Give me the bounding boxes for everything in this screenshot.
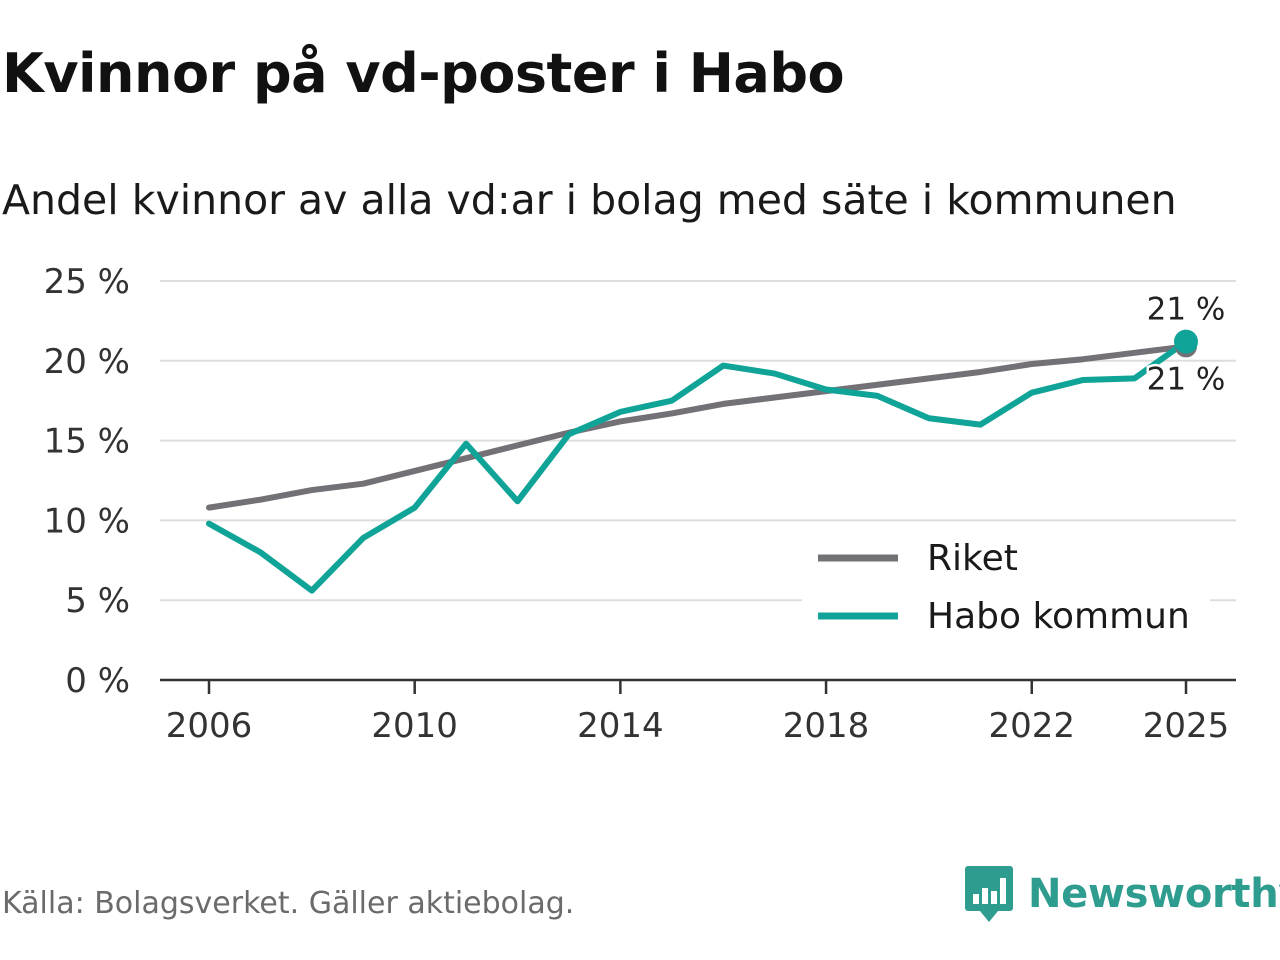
brand-logo: Newsworthy xyxy=(964,864,1280,924)
series-line-habo-kommun xyxy=(206,338,1189,594)
y-tick-label-10: 10 % xyxy=(44,501,130,541)
data-point-riket-2008 xyxy=(309,487,315,493)
data-point-riket-2014 xyxy=(617,418,623,424)
x-tick-label-2014: 2014 xyxy=(577,706,664,746)
newsworthy-logo-icon xyxy=(965,866,1013,922)
x-tick-label-2022: 2022 xyxy=(988,706,1075,746)
x-tick-label-2006: 2006 xyxy=(166,706,253,746)
data-point-habo-kommun-2015 xyxy=(669,398,675,404)
page-title: Kvinnor på vd-poster i Habo xyxy=(2,42,845,105)
x-tick-label-2018: 2018 xyxy=(783,706,870,746)
data-point-riket-2023 xyxy=(1080,356,1086,362)
end-marker-habo-kommun xyxy=(1174,329,1198,354)
source-note: Källa: Bolagsverket. Gäller aktiebolag. xyxy=(2,886,575,921)
data-point-habo-kommun-2006 xyxy=(206,521,212,527)
page-subtitle: Andel kvinnor av alla vd:ar i bolag med … xyxy=(2,176,1177,224)
series-line-riket xyxy=(206,343,1189,511)
end-label-habo-kommun: 21 % xyxy=(1147,292,1226,328)
data-point-habo-kommun-2011 xyxy=(463,441,469,447)
series-habo-kommun xyxy=(206,338,1189,594)
y-tick-label-25: 25 % xyxy=(44,262,130,302)
y-axis-tick-labels: 0 % 5 % 10 % 15 % 20 % 25 % xyxy=(44,262,130,701)
end-markers: 21 % 21 % xyxy=(1144,292,1228,400)
data-point-riket-2024 xyxy=(1132,350,1138,356)
data-point-habo-kommun-2013 xyxy=(566,431,572,437)
data-point-riket-2016 xyxy=(720,401,726,407)
data-point-riket-2021 xyxy=(977,369,983,375)
data-point-habo-kommun-2010 xyxy=(412,505,418,511)
end-label-riket: 21 % xyxy=(1147,361,1226,397)
data-point-habo-kommun-2018 xyxy=(823,387,829,393)
data-point-habo-kommun-2014 xyxy=(617,409,623,415)
data-point-riket-2015 xyxy=(669,410,675,416)
data-point-habo-kommun-2024 xyxy=(1132,375,1138,381)
y-tick-label-20: 20 % xyxy=(44,342,130,382)
data-point-habo-kommun-2023 xyxy=(1080,377,1086,383)
data-point-riket-2009 xyxy=(360,481,366,487)
legend-label-riket: Riket xyxy=(927,538,1018,579)
x-tick-label-2010: 2010 xyxy=(371,706,458,746)
data-point-riket-2010 xyxy=(412,468,418,474)
data-point-habo-kommun-2012 xyxy=(515,498,521,504)
data-point-habo-kommun-2007 xyxy=(257,549,263,555)
data-point-habo-kommun-2009 xyxy=(360,535,366,541)
y-tick-label-0: 0 % xyxy=(65,661,130,701)
data-point-riket-2006 xyxy=(206,505,212,511)
y-tick-label-15: 15 % xyxy=(44,422,130,462)
data-point-riket-2017 xyxy=(772,395,778,401)
data-point-riket-2019 xyxy=(874,382,880,388)
data-point-riket-2007 xyxy=(257,497,263,503)
data-point-habo-kommun-2008 xyxy=(309,588,315,594)
data-point-habo-kommun-2021 xyxy=(977,422,983,428)
y-tick-label-5: 5 % xyxy=(65,581,130,621)
data-point-riket-2012 xyxy=(515,442,521,448)
x-tick-label-2025: 2025 xyxy=(1143,706,1230,746)
data-point-habo-kommun-2019 xyxy=(874,393,880,399)
legend-label-habo-kommun: Habo kommun xyxy=(927,596,1190,637)
data-point-habo-kommun-2017 xyxy=(772,371,778,377)
series-lines xyxy=(206,338,1189,594)
data-point-riket-2020 xyxy=(926,375,932,381)
x-axis-tick-labels: 2006 2010 2014 2018 2022 2025 xyxy=(166,706,1230,746)
legend-background xyxy=(802,532,1210,650)
data-point-habo-kommun-2016 xyxy=(720,363,726,369)
legend: Riket Habo kommun xyxy=(802,532,1210,650)
data-point-habo-kommun-2020 xyxy=(926,415,932,421)
brand-name: Newsworthy xyxy=(1028,871,1280,917)
data-point-riket-2011 xyxy=(463,455,469,461)
data-point-habo-kommun-2022 xyxy=(1029,390,1035,396)
x-axis xyxy=(160,678,1236,694)
series-riket xyxy=(206,343,1189,511)
data-point-riket-2022 xyxy=(1029,361,1035,367)
